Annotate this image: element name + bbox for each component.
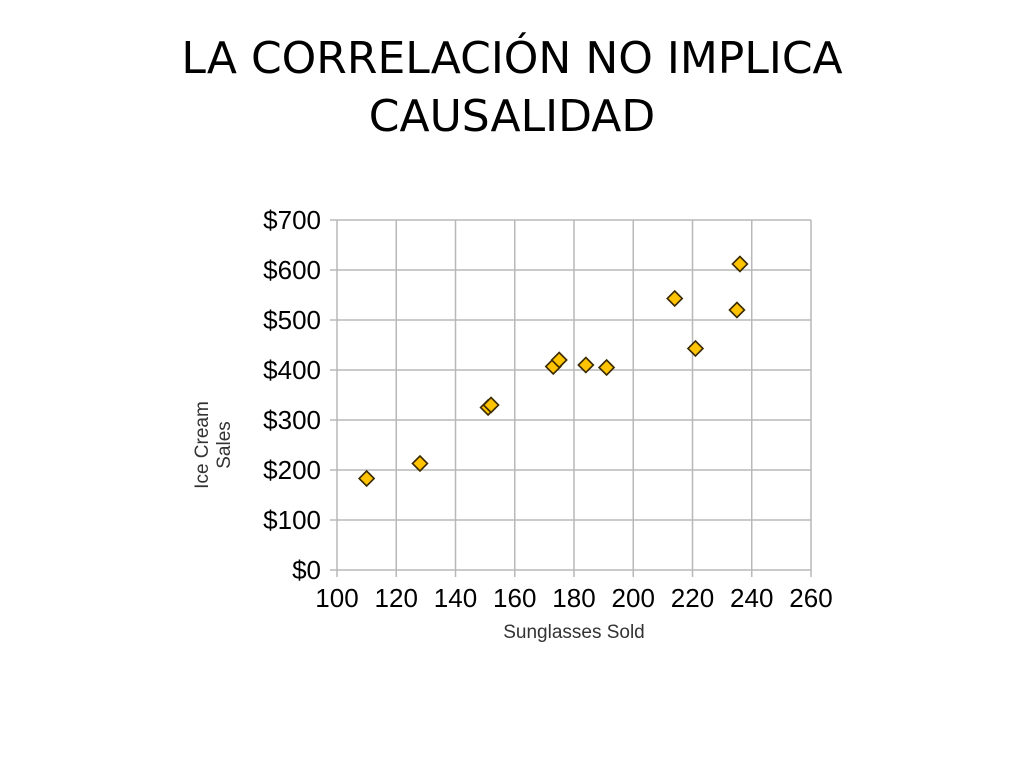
x-tick-label: 120 — [375, 583, 418, 613]
data-point — [357, 469, 376, 488]
x-axis-title: Sunglasses Sold — [503, 622, 645, 643]
data-point — [731, 255, 749, 273]
x-tick-label: 220 — [671, 583, 714, 613]
x-tick-label: 260 — [789, 583, 832, 613]
y-tick-label: $500 — [263, 305, 321, 335]
y-tick-label: $0 — [292, 555, 321, 585]
grid-layer — [330, 219, 812, 577]
data-point-layer — [357, 255, 749, 488]
data-point — [550, 351, 568, 369]
x-tick-label: 240 — [730, 583, 773, 613]
y-tick-label: $400 — [263, 355, 321, 385]
data-point — [411, 454, 429, 473]
x-tick-label: 160 — [493, 583, 536, 613]
x-tick-label: 140 — [434, 583, 477, 613]
y-tick-label: $600 — [263, 255, 321, 285]
tick-label-layer: 100 120 140 160 180 200 220 240 260 $0 $100 $200 $30… — [263, 205, 833, 613]
axis-title-layer: Sunglasses Sold Ice Cream Sales — [192, 401, 645, 643]
y-tick-label: $700 — [263, 205, 321, 235]
data-point — [686, 339, 705, 358]
slide-title: LA CORRELACIÓN NO IMPLICA CAUSALIDAD — [112, 30, 912, 146]
y-axis-title-line1: Ice Cream — [192, 401, 213, 489]
data-point — [577, 356, 595, 374]
y-tick-label: $300 — [263, 405, 321, 435]
y-axis-title-line2: Sales — [214, 421, 235, 469]
data-point — [482, 396, 500, 414]
scatter-chart: 100 120 140 160 180 200 220 240 260 $0 $100 $200 $30… — [170, 195, 870, 675]
x-tick-label: 100 — [315, 583, 358, 613]
data-point — [728, 301, 746, 319]
y-tick-label: $200 — [263, 455, 321, 485]
x-tick-label: 180 — [552, 583, 595, 613]
data-point — [666, 289, 684, 308]
data-point — [597, 358, 616, 377]
x-tick-label: 200 — [612, 583, 655, 613]
slide-title-line1: LA CORRELACIÓN NO IMPLICA — [181, 33, 843, 84]
slide-title-line2: CAUSALIDAD — [368, 91, 656, 142]
chart-canvas: 100 120 140 160 180 200 220 240 260 $0 $100 $200 $30… — [192, 205, 833, 643]
y-tick-label: $100 — [263, 505, 321, 535]
